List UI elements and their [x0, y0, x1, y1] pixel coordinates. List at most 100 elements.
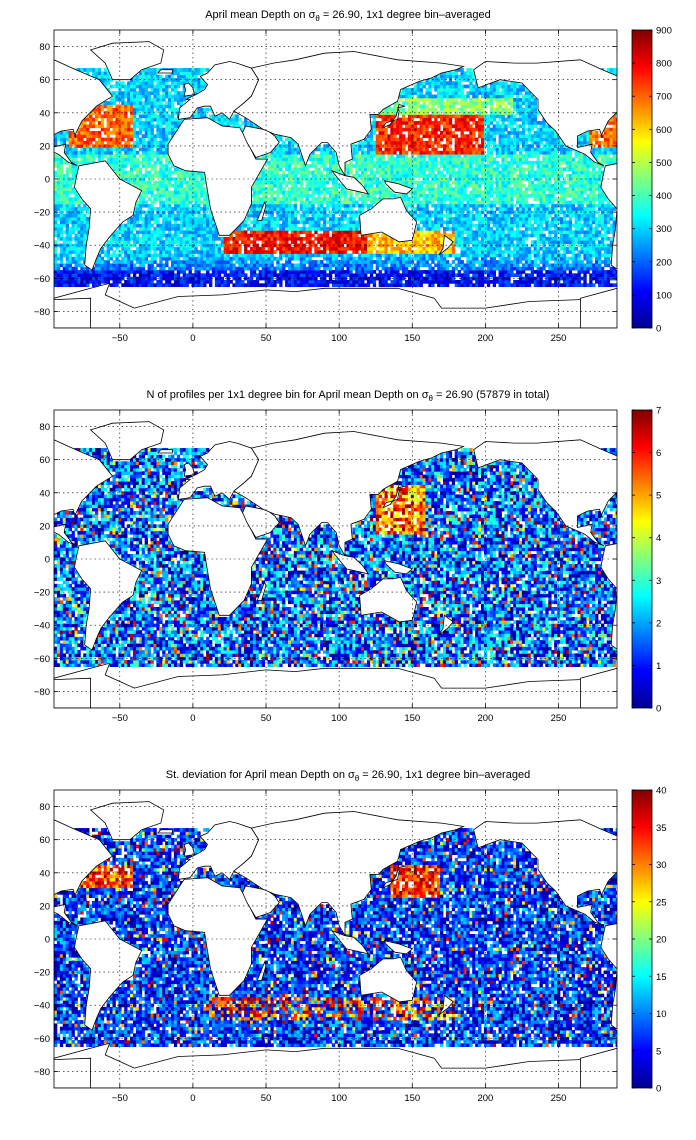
- land-uk: [183, 842, 195, 857]
- x-tick-label: 50: [261, 333, 272, 344]
- land-south-america: [74, 540, 143, 651]
- panel-2-colorbar: 0 1 2 3 4 5 6 7: [631, 406, 661, 715]
- colorbar-tick-label: 20: [656, 935, 667, 946]
- y-tick-label: 60: [39, 835, 50, 846]
- land-indonesia: [330, 549, 370, 575]
- y-tick-label: 40: [39, 868, 50, 879]
- colorbar-tick-label: 100: [656, 290, 672, 301]
- panel-1-plot: −50 0 50 100 150 200 250 −80 −60 −40 −20 0 20 40 60 80: [34, 29, 618, 344]
- land-borneo-newguinea: [383, 560, 414, 575]
- y-tick-label: −80: [34, 1067, 50, 1078]
- y-tick-label: 40: [39, 488, 50, 499]
- x-tick-label: 200: [477, 713, 493, 724]
- land-greenland: [89, 421, 165, 461]
- land-south-america: [74, 920, 143, 1031]
- y-tick-label: −60: [34, 1034, 50, 1045]
- y-tick-label: −80: [34, 307, 50, 318]
- land-arabia: [242, 125, 280, 158]
- y-tick-label: −20: [34, 968, 50, 979]
- colorbar-tick-label: 40: [656, 786, 667, 797]
- land-australia: [359, 956, 418, 1003]
- y-tick-label: 80: [39, 802, 50, 813]
- x-tick-label: 50: [261, 1093, 272, 1104]
- colorbar-tick-label: 0: [656, 1084, 661, 1095]
- colorbar-tick-label: 30: [656, 860, 667, 871]
- x-tick-label: 200: [477, 333, 493, 344]
- colorbar-tick-label: 800: [656, 59, 672, 70]
- panel-3-title: St. deviation for April mean Depth on σθ…: [166, 769, 530, 783]
- y-tick-label: 60: [39, 75, 50, 86]
- land-north-america: [54, 819, 114, 927]
- land-australia: [359, 576, 418, 623]
- land-greenland: [89, 801, 165, 841]
- y-tick-label: −40: [34, 621, 50, 632]
- y-tick-label: −60: [34, 274, 50, 285]
- land-iceland: [684, 830, 696, 833]
- x-tick-label: 100: [331, 333, 347, 344]
- coastlines: [54, 801, 696, 1088]
- colorbar-tick-label: 500: [656, 158, 672, 169]
- land-iceland: [156, 829, 173, 834]
- land-south-america: [600, 543, 617, 650]
- x-tick-label: 0: [190, 333, 195, 344]
- x-tick-label: 150: [404, 333, 420, 344]
- x-tick-label: 100: [331, 1093, 347, 1104]
- colorbar-tick-label: 10: [656, 1009, 667, 1020]
- land-north-america: [54, 59, 114, 167]
- y-tick-label: −20: [34, 208, 50, 219]
- colorbar-tick-label: 1: [656, 661, 661, 672]
- land-borneo-newguinea: [383, 940, 414, 955]
- colorbar-tick-label: 15: [656, 972, 667, 983]
- x-tick-label: 0: [190, 713, 195, 724]
- colorbar-tick-label: 7: [656, 406, 661, 417]
- x-tick-label: 250: [551, 713, 567, 724]
- x-tick-label: 250: [551, 1093, 567, 1104]
- y-tick-label: 20: [39, 901, 50, 912]
- x-tick-label: 150: [404, 713, 420, 724]
- y-tick-label: 40: [39, 108, 50, 119]
- colorbar-tick-label: 3: [656, 576, 661, 587]
- colorbar-tick-label: 25: [656, 897, 667, 908]
- land-asia: [233, 431, 465, 558]
- land-borneo-newguinea: [383, 180, 414, 195]
- land-japan: [381, 484, 406, 509]
- panel-1-colorbar: 0 100 200 300 400 500 600 700 800 900: [631, 26, 672, 335]
- colorbar-tick-label: 600: [656, 125, 672, 136]
- y-tick-label: −60: [34, 654, 50, 665]
- y-tick-label: −40: [34, 1001, 50, 1012]
- x-tick-label: −50: [112, 1093, 128, 1104]
- land-asia: [233, 811, 465, 938]
- colorbar-tick-label: 4: [656, 533, 661, 544]
- land-indonesia: [330, 929, 370, 955]
- land-antarctica: [54, 1057, 91, 1088]
- colorbar-tick-label: 2: [656, 618, 661, 629]
- land-greenland: [616, 809, 617, 811]
- x-tick-label: 150: [404, 1093, 420, 1104]
- colorbar-tick-label: 700: [656, 92, 672, 103]
- colorbar-tick-label: 0: [656, 704, 661, 715]
- y-tick-label: 80: [39, 422, 50, 433]
- land-asia: [233, 51, 465, 178]
- x-tick-label: −50: [112, 713, 128, 724]
- y-tick-label: 80: [39, 42, 50, 53]
- land-australia: [359, 196, 418, 243]
- land-japan: [381, 104, 406, 129]
- colorbar-gradient: [631, 29, 653, 329]
- panel-2: N of profiles per 1x1 degree bin for Apr…: [34, 389, 661, 724]
- y-tick-label: 0: [45, 935, 50, 946]
- x-tick-label: 50: [261, 713, 272, 724]
- y-tick-label: 20: [39, 141, 50, 152]
- land-japan: [381, 864, 406, 889]
- land-north-america: [54, 439, 114, 547]
- land-antarctica: [580, 287, 617, 328]
- land-arabia: [242, 885, 280, 918]
- land-south-america: [600, 923, 617, 1030]
- land-south-america: [600, 163, 617, 270]
- land-antarctica: [54, 297, 91, 328]
- land-iceland: [156, 449, 173, 454]
- panel-1-title: April mean Depth on σθ = 26.90, 1x1 degr…: [205, 9, 491, 23]
- land-iceland: [156, 69, 173, 74]
- land-greenland: [616, 49, 617, 51]
